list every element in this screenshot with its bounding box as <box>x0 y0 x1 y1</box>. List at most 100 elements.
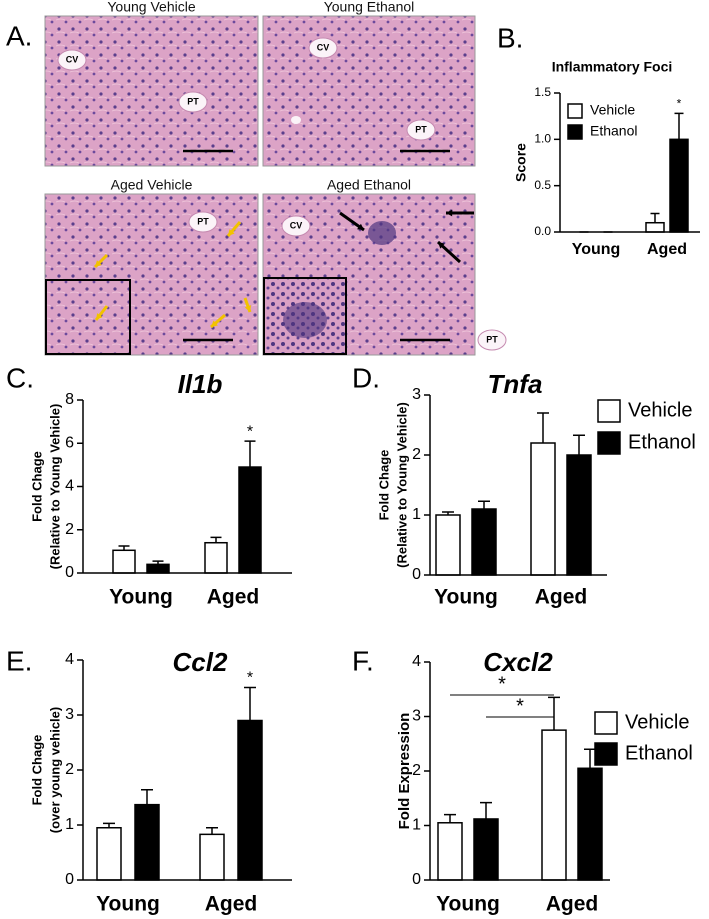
x-tick-label: Aged <box>647 241 687 258</box>
vessel <box>281 215 311 237</box>
y-tick-label: 4 <box>412 653 421 670</box>
y-axis-label: (Relative to Young Vehicle) <box>47 404 62 570</box>
bar <box>669 138 689 233</box>
y-axis-label: Fold Chage <box>376 450 391 521</box>
y-axis-label: Score <box>513 143 529 182</box>
micrograph-title: Young Ethanol <box>324 0 415 15</box>
bar <box>237 719 263 881</box>
y-tick-label: 4 <box>65 478 74 495</box>
significance-star: * <box>677 97 682 111</box>
error-bar <box>537 412 549 443</box>
vessel <box>178 91 208 113</box>
y-tick-label: 8 <box>65 391 74 408</box>
bar <box>199 833 225 881</box>
legend-label: Ethanol <box>628 431 696 453</box>
panel-letter: B. <box>497 22 523 53</box>
legend-swatch <box>594 711 618 735</box>
y-axis-label: (Relative to Young Vehicle) <box>394 402 409 568</box>
micrograph-title: Aged Ethanol <box>327 177 411 193</box>
y-tick-label: 3 <box>412 708 421 725</box>
y-tick-label: 1.0 <box>534 132 551 146</box>
infiltrate <box>368 221 396 245</box>
significance-star: * <box>516 695 524 717</box>
x-tick-label: Aged <box>205 893 258 916</box>
error-bar <box>584 748 596 769</box>
legend-label: Ethanol <box>590 123 637 139</box>
vessel-label: CV <box>290 220 303 230</box>
chart-title: Il1b <box>178 369 223 399</box>
y-axis-label: Fold Expression <box>396 713 413 830</box>
arrow-head <box>211 320 218 327</box>
vessel-label: PT <box>197 216 209 226</box>
legend-swatch <box>597 399 621 423</box>
legend-swatch <box>567 103 583 119</box>
significance-star: * <box>247 670 253 687</box>
infiltrate <box>283 302 327 338</box>
error-bar <box>548 696 560 731</box>
vessel-label: PT <box>415 124 427 134</box>
y-axis-label: Fold Chage <box>29 735 44 806</box>
bar <box>566 454 592 576</box>
y-axis-label: Fold Chage <box>29 451 44 522</box>
micrograph-title: Aged Vehicle <box>111 177 193 193</box>
y-tick-label: 0 <box>412 566 421 583</box>
bar <box>204 541 228 574</box>
inset <box>45 279 131 355</box>
y-tick-label: 2 <box>412 762 421 779</box>
chart-title: Cxcl2 <box>483 647 553 677</box>
bar <box>96 827 122 881</box>
x-tick-label: Young <box>96 893 160 916</box>
bar <box>134 803 160 881</box>
x-tick-label: Young <box>434 586 498 609</box>
vessel-label: CV <box>66 54 79 64</box>
arrow-head <box>438 242 445 249</box>
bar <box>238 466 262 574</box>
error-bar <box>650 212 660 223</box>
bar <box>541 729 567 881</box>
x-tick-label: Young <box>109 586 173 609</box>
bar <box>471 508 497 576</box>
chart-title: Tnfa <box>488 369 543 399</box>
y-tick-label: 1 <box>412 817 421 834</box>
panel-letter: F. <box>352 645 374 676</box>
arrow-head <box>96 313 103 320</box>
error-bar <box>478 500 490 509</box>
micrograph <box>262 15 476 167</box>
legend-label: Ethanol <box>625 742 693 764</box>
y-tick-label: 0 <box>65 871 74 888</box>
legend-label: Vehicle <box>628 399 693 421</box>
vessel <box>406 119 436 141</box>
y-tick-label: 6 <box>65 434 74 451</box>
vessel-label: PT <box>187 96 199 106</box>
arrow-head <box>244 305 252 312</box>
chart-title: Inflammatory Foci <box>552 59 673 75</box>
error-bar <box>206 827 218 835</box>
bar <box>577 767 603 881</box>
vessel <box>291 116 301 124</box>
y-tick-label: 0 <box>65 564 74 581</box>
vessel-label: PT <box>486 334 498 344</box>
y-tick-label: 2 <box>412 446 421 463</box>
y-axis-label: (over young vehicle) <box>47 707 62 833</box>
panel-letter: C. <box>6 362 34 393</box>
bar <box>530 442 556 576</box>
panel-letter: E. <box>6 645 32 676</box>
legend-label: Vehicle <box>590 102 635 118</box>
arrow-head <box>357 223 364 230</box>
bar <box>112 549 136 574</box>
y-tick-label: 0 <box>412 871 421 888</box>
bar <box>435 514 461 576</box>
y-tick-label: 2 <box>65 761 74 778</box>
vessel <box>308 37 338 59</box>
y-tick-label: 2 <box>65 521 74 538</box>
x-tick-label: Young <box>436 893 500 916</box>
legend-swatch <box>567 124 583 140</box>
vessel <box>57 49 87 71</box>
arrow-head <box>95 260 102 267</box>
y-tick-label: 0.5 <box>534 178 551 192</box>
significance-star: * <box>247 423 253 440</box>
legend-label: Vehicle <box>625 711 690 733</box>
legend-swatch <box>597 431 621 455</box>
arrow-head <box>228 229 235 236</box>
